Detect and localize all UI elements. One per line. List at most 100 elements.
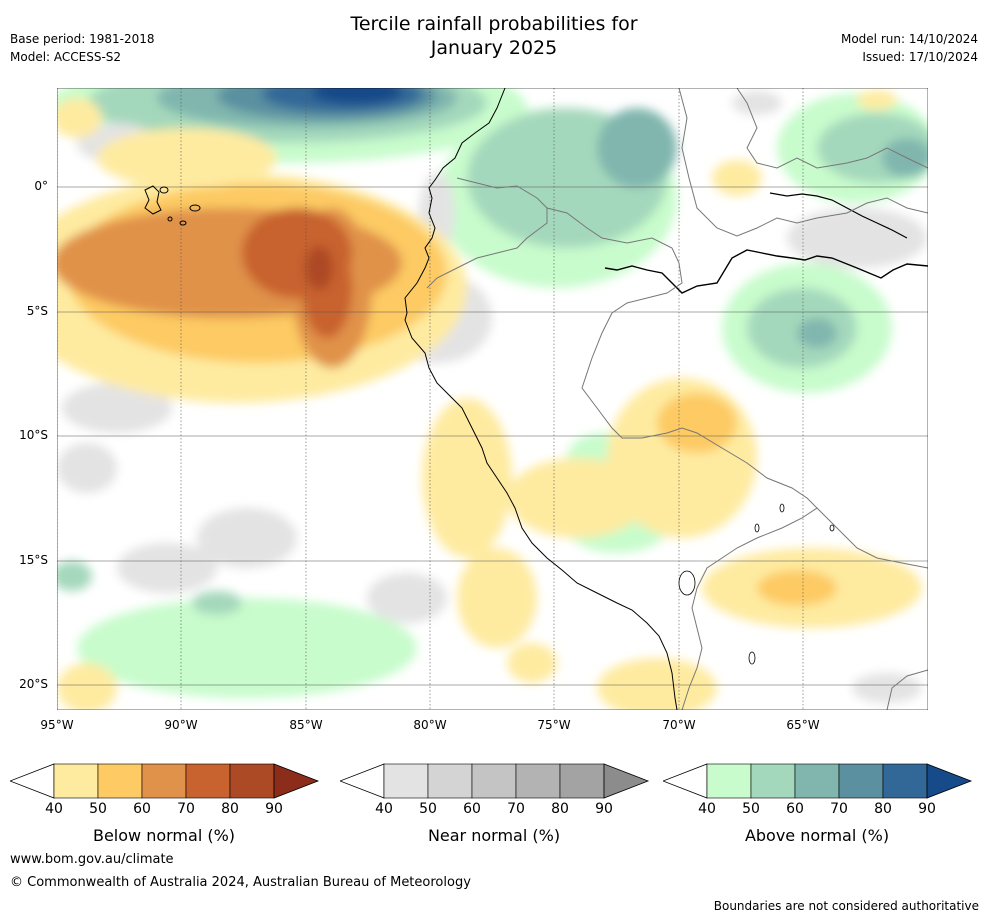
amazon-river <box>604 249 928 294</box>
lon-label: 70°W <box>662 718 696 732</box>
lat-label: 20°S <box>19 677 48 691</box>
island-outline <box>179 220 187 226</box>
near-normal-region <box>62 383 172 433</box>
colorbar-tick-label: 80 <box>221 801 239 817</box>
negro-river <box>769 192 908 239</box>
lake-outline <box>829 524 835 532</box>
island-outline <box>159 186 169 194</box>
colorbar-segment <box>427 763 473 799</box>
colorbar-tick-label: 50 <box>89 801 107 817</box>
colorbar-segment <box>882 763 928 799</box>
near-normal-region <box>367 573 447 623</box>
colorbar-tick-label: 60 <box>786 801 804 817</box>
below-normal-region <box>57 663 117 710</box>
below-normal-region <box>712 160 762 196</box>
base-period: Base period: 1981-2018 <box>10 32 155 46</box>
colorbar-tick-label: 70 <box>830 801 848 817</box>
colorbar-min-triangle <box>663 763 708 799</box>
colorbar-segment <box>559 763 605 799</box>
colorbar-max-triangle <box>926 763 973 799</box>
colorbar-tick-label: 70 <box>507 801 525 817</box>
lon-label: 90°W <box>164 718 198 732</box>
colorbar-tick-label: 90 <box>595 801 613 817</box>
colorbar-tick-label: 80 <box>551 801 569 817</box>
probability-fields <box>57 88 928 710</box>
near-normal-region <box>117 543 217 593</box>
colorbar-min-triangle <box>10 763 55 799</box>
lat-label: 5°S <box>26 304 48 318</box>
peru-bolivia-boundary <box>546 207 818 710</box>
country-boundaries <box>426 88 928 710</box>
below-normal-region <box>597 658 717 710</box>
colorbar-segment <box>838 763 884 799</box>
copyright-notice: © Commonwealth of Australia 2024, Austra… <box>10 875 471 890</box>
colorbar-tick-label: 40 <box>375 801 393 817</box>
colorbar-tick-label: 60 <box>463 801 481 817</box>
colorbar-segment <box>141 763 187 799</box>
title-line-2: January 2025 <box>430 37 558 59</box>
below-normal-region <box>507 643 557 683</box>
lon-label: 75°W <box>537 718 571 732</box>
colorbar-segment <box>53 763 99 799</box>
rainfall-probability-map <box>57 88 928 710</box>
issued-date: Issued: 17/10/2024 <box>862 50 978 64</box>
colorbar-below <box>10 763 320 799</box>
venezuela-boundary <box>736 88 928 169</box>
below-normal-region <box>757 570 837 606</box>
above-normal-region <box>797 318 837 348</box>
below-normal-region <box>657 393 737 453</box>
above-normal-region <box>312 88 402 104</box>
near-normal-region <box>732 91 782 115</box>
near-normal-region <box>197 508 297 568</box>
colombia-brazil-boundary <box>678 88 928 237</box>
lakes <box>678 503 835 665</box>
lon-label: 95°W <box>40 718 74 732</box>
colorbar-segment <box>97 763 143 799</box>
colorbar-segment <box>383 763 429 799</box>
website-link[interactable]: www.bom.gov.au/climate <box>10 852 174 867</box>
meta-right: Model run: 14/10/2024 Issued: 17/10/2024 <box>841 30 978 66</box>
below-normal-region <box>97 128 277 188</box>
coastline <box>404 88 678 710</box>
lake-titicaca <box>678 570 696 596</box>
boundary-disclaimer: Boundaries are not considered authoritat… <box>713 899 979 913</box>
colorbar-tick-label: 70 <box>177 801 195 817</box>
colorbar-segment <box>471 763 517 799</box>
island-outline <box>189 204 201 212</box>
paraguay-boundary <box>886 669 928 710</box>
ecuador-boundary <box>426 177 548 289</box>
lon-label: 85°W <box>289 718 323 732</box>
island-outline <box>167 216 173 222</box>
lat-label: 10°S <box>19 428 48 442</box>
lat-label: 0° <box>34 179 48 193</box>
colorbar-segment <box>794 763 840 799</box>
title-line-1: Tercile rainfall probabilities for <box>350 13 638 35</box>
colorbar-tick-label: 40 <box>45 801 63 817</box>
above-normal-region <box>77 598 417 698</box>
above-normal-region <box>882 138 928 178</box>
below-normal-region <box>422 398 512 558</box>
colorbar-title: Above normal (%) <box>744 826 890 845</box>
colorbar-title: Below normal (%) <box>92 826 236 845</box>
colorbar-tick-label: 50 <box>742 801 760 817</box>
colorbar-tick-label: 40 <box>698 801 716 817</box>
colorbar-tick-label: 50 <box>419 801 437 817</box>
galapagos-islands <box>144 185 201 226</box>
below-normal-region <box>305 246 333 290</box>
below-normal-region <box>457 548 537 648</box>
colorbar-segment <box>750 763 796 799</box>
colorbar-tick-label: 90 <box>265 801 283 817</box>
colorbar-segment <box>229 763 275 799</box>
above-normal-region <box>192 591 242 615</box>
colorbar-above <box>663 763 973 799</box>
lon-label: 80°W <box>413 718 447 732</box>
lat-label: 15°S <box>19 553 48 567</box>
lake-outline <box>748 651 756 665</box>
colorbar-min-triangle <box>340 763 385 799</box>
above-normal-region <box>57 561 92 591</box>
colorbar-segment <box>185 763 231 799</box>
meta-left: Base period: 1981-2018 Model: ACCESS-S2 <box>10 30 155 66</box>
colorbar-title: Near normal (%) <box>427 826 561 845</box>
colorbar-near <box>340 763 650 799</box>
colorbar-tick-label: 90 <box>918 801 936 817</box>
